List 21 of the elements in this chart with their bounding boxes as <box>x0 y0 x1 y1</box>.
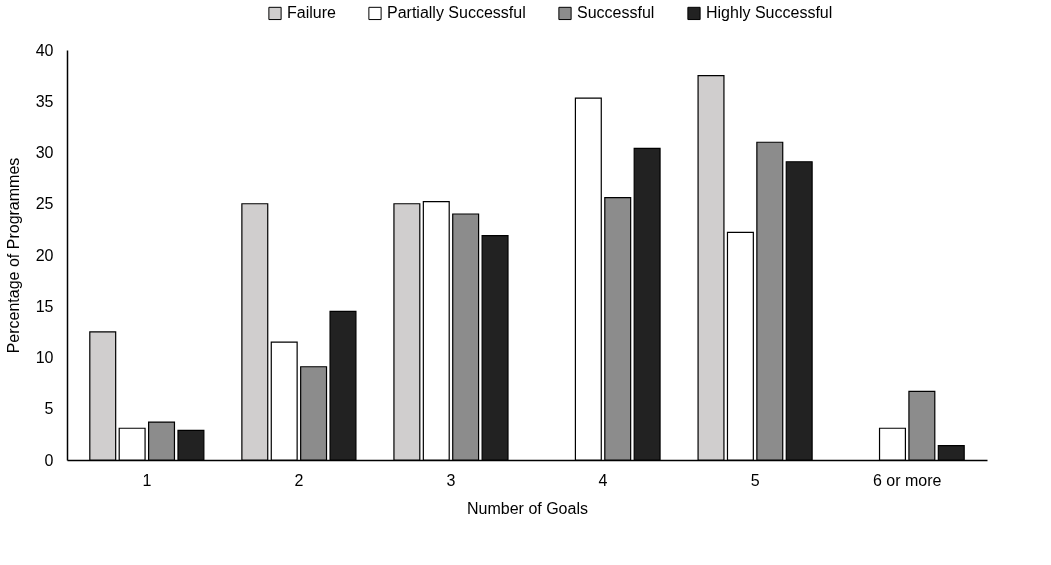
y-tick-label: 25 <box>35 195 54 213</box>
y-tick-label: 20 <box>35 246 54 264</box>
y-tick-label: 40 <box>35 41 54 59</box>
x-tick-label: 1 <box>142 471 152 489</box>
y-tick-label: 15 <box>35 297 54 315</box>
x-axis-title: Number of Goals <box>467 499 588 517</box>
y-tick-label: 30 <box>35 144 54 161</box>
x-tick-label: 2 <box>294 471 304 489</box>
x-tick-label: 5 <box>750 471 760 489</box>
y-tick-label: 5 <box>44 400 54 418</box>
legend-label: Successful <box>577 4 655 22</box>
x-tick-label: 6 or more <box>872 471 942 489</box>
legend-label: Highly Successful <box>706 4 833 22</box>
x-tick-label: 4 <box>598 471 608 489</box>
x-tick-label: 3 <box>446 471 456 489</box>
y-tick-label: 0 <box>44 451 54 469</box>
y-tick-label: 35 <box>35 92 54 110</box>
legend-label: Failure <box>287 4 337 22</box>
y-tick-label: 10 <box>35 349 54 366</box>
legend-label: Partially Successful <box>387 4 526 22</box>
y-axis-title: Percentage of Programmes <box>4 157 22 354</box>
